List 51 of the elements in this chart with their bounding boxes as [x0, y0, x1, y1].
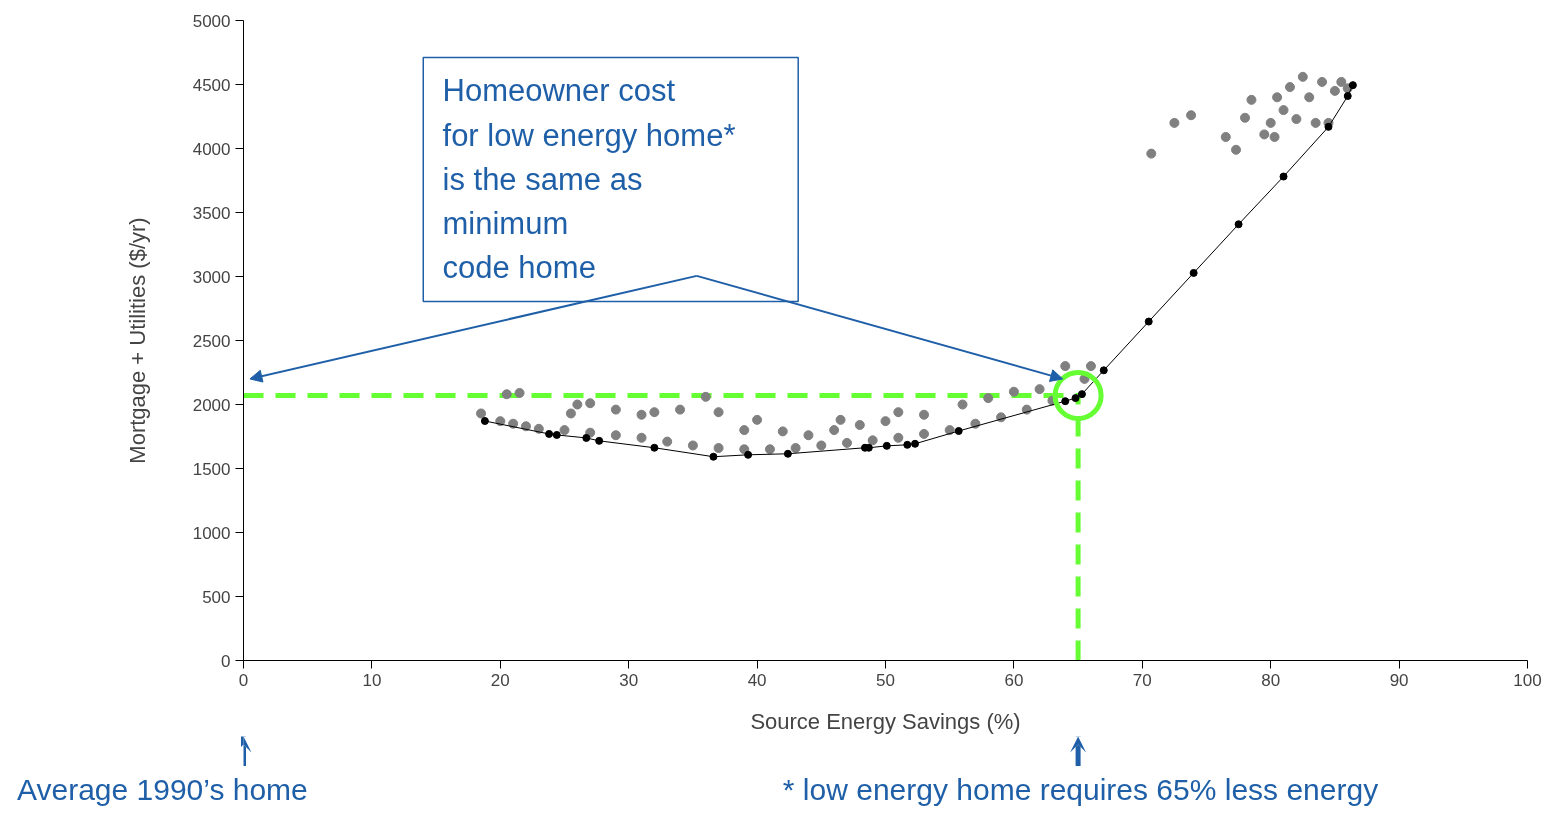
point	[954, 427, 963, 435]
point	[582, 433, 591, 442]
point	[1071, 394, 1080, 403]
point	[911, 439, 920, 448]
point	[1061, 397, 1070, 406]
x-tick-label: 30	[619, 670, 639, 690]
x-tick-label: 0	[238, 670, 249, 690]
x-tick-label: 50	[876, 670, 895, 690]
y-axis-title: Mortgage + Utilities ($/yr)	[124, 217, 150, 464]
x-axis-title: Source Energy Savings (%)	[750, 708, 1021, 734]
point	[882, 441, 891, 450]
point	[1348, 81, 1357, 90]
point	[1189, 268, 1198, 277]
x-tick-label: 60	[1004, 670, 1024, 690]
point	[709, 452, 718, 461]
point	[1324, 122, 1333, 131]
y-tick-label: 3000	[192, 267, 231, 287]
x-tick-label: 70	[1132, 670, 1152, 690]
text: Average 1990’s home	[17, 772, 308, 808]
point	[650, 443, 659, 452]
text: * low energy home requires 65% less energy	[782, 772, 1379, 808]
point	[1099, 366, 1108, 375]
point	[783, 449, 792, 458]
y-tick-label: 4500	[192, 75, 231, 95]
x-tick-label: 10	[362, 670, 382, 690]
point	[1279, 172, 1288, 181]
point	[1077, 390, 1086, 399]
x-tick-label: 80	[1261, 670, 1281, 690]
y-tick-label: 500	[202, 587, 231, 607]
y-tick-label: 3500	[192, 203, 231, 223]
point	[595, 436, 604, 445]
x-tick-label: 90	[1389, 670, 1409, 690]
point	[545, 429, 554, 438]
x-tick-label: 20	[490, 670, 510, 690]
y-tick-label: 5000	[192, 11, 231, 31]
y-tick-label: 1000	[192, 523, 231, 543]
point	[480, 417, 489, 426]
y-tick-label: 0	[221, 651, 231, 671]
y-tick-label: 2000	[192, 395, 231, 415]
point	[903, 440, 912, 449]
x-tick-label: 40	[747, 670, 767, 690]
point	[1144, 317, 1153, 326]
y-tick-label: 4000	[192, 139, 231, 159]
point	[1343, 92, 1352, 101]
x-tick-label: 100	[1513, 670, 1542, 690]
point	[1234, 220, 1243, 229]
annotation: Homeowner cost for low energy home* is the same as minimum code home	[442, 73, 736, 286]
y-tick-label: 1500	[192, 459, 231, 479]
point	[552, 430, 561, 439]
y-tick-label: 2500	[192, 331, 231, 351]
point	[744, 450, 753, 459]
